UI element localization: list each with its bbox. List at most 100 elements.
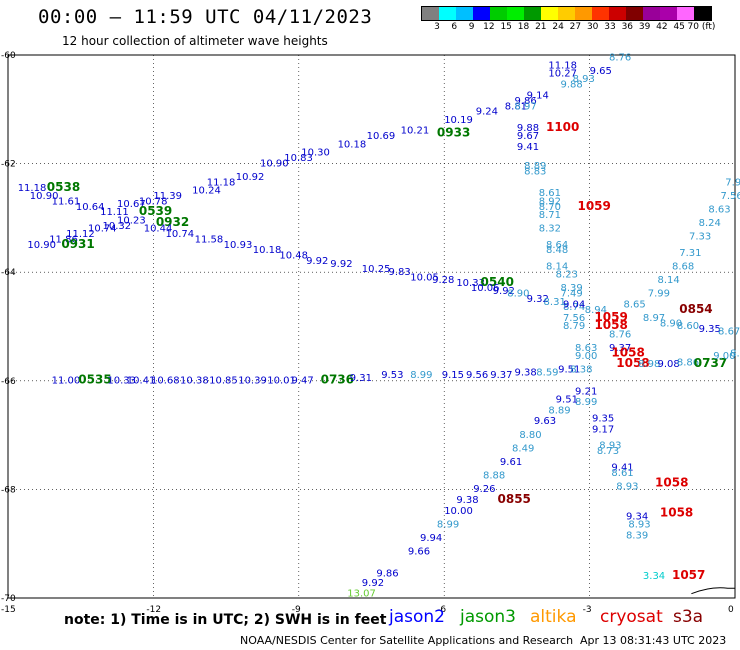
wave-height-label: 8.14 [657,275,679,286]
wave-height-label: 8.90 [660,319,682,330]
wave-height-label: 7.99 [648,289,670,300]
wave-height-label: 8.63 [575,343,597,354]
wave-height-label: 9.34 [626,511,648,522]
wave-height-label: 8.80 [519,430,541,441]
color-scale-tick: 27 [569,22,582,32]
wave-height-label: 9.21 [575,386,597,397]
wave-height-label: 8.99 [410,370,432,381]
wave-height-label: 8.93 [628,519,650,530]
wave-height-label: 9.35 [699,324,721,335]
wave-height-label: 9.17 [592,424,614,435]
map-frame [7,54,736,599]
wave-height-label: 8.81 [505,101,527,112]
color-swatch [439,7,456,20]
wave-height-label: 8.79 [563,321,585,332]
wave-height-label: 8.59 [536,367,558,378]
wave-height-label: 9.51 [558,365,580,376]
lat-tick-label: -66 [1,377,16,387]
mission-label-jason3: jason3 [460,607,516,627]
wave-height-label: 7.56 [720,191,740,202]
wave-height-label: 9.32 [527,294,549,305]
wave-height-label: 9.67 [517,131,539,142]
pass-time-label: 1058 [616,356,649,370]
lon-tick-label: -15 [1,605,16,615]
color-scale-tick: 12 [483,22,495,32]
wave-height-label: 9.86 [376,568,398,579]
wave-height-label: 7.49 [561,289,583,300]
wave-height-label: 9.65 [590,66,612,77]
wave-height-label: 8.90 [507,289,529,300]
wave-height-label: 9.92 [306,256,328,267]
wave-height-label: 10.85 [209,376,238,387]
wave-height-label: 10.64 [76,202,105,213]
wave-height-label: 8.61 [539,188,561,199]
color-scale-tick: 18 [517,22,530,32]
wave-height-label: 8.92 [539,196,561,207]
wave-height-label: 13.07 [347,588,376,599]
color-scale-tick: 45 [673,22,685,32]
wave-height-label: 10.18 [253,245,282,256]
wave-height-label: 7.56 [563,313,585,324]
wave-height-label: 11.11 [100,207,129,218]
wave-height-label: 10.01 [267,376,296,387]
wave-height-label: 10.24 [192,185,221,196]
color-scale-tick: 33 [604,22,616,32]
color-swatch [541,7,558,20]
wave-height-label: 9.53 [381,370,403,381]
wave-height-label: 10.27 [548,69,577,80]
wave-height-label: 10.18 [338,139,367,150]
mission-label-s3a: s3a [673,607,704,627]
lat-tick-label: -60 [1,51,16,61]
wave-height-label: 9.88 [517,123,539,134]
pass-time-label: 0539 [139,204,172,218]
pass-time-label: 1058 [655,476,688,490]
wave-height-label: 10.05 [410,272,439,283]
wave-height-label: 3.34 [643,571,665,582]
wave-height-label: 8.49 [512,443,534,454]
wave-height-label: 10.32 [103,221,132,232]
color-swatch [643,7,660,20]
wave-height-label: 10.30 [301,147,330,158]
color-swatch [626,7,643,20]
lat-tick-label: -68 [1,485,16,495]
wave-height-label: 9.83 [388,267,410,278]
color-swatch [507,7,524,20]
wave-height-label: 10.38 [180,376,209,387]
wave-height-label: 11.12 [66,229,95,240]
color-scale-tick: 15 [500,22,512,32]
color-swatch [609,7,626,20]
wave-height-label: 8.98 [638,359,660,370]
wave-height-label: 10.67 [117,199,146,210]
lat-tick-label: -62 [1,160,16,170]
wave-height-label: 8.39 [561,283,583,294]
color-swatch [524,7,541,20]
wave-height-label: 11.58 [195,234,224,245]
wave-height-label: 8.68 [672,261,694,272]
wave-height-label: 8.70 [539,202,561,213]
wave-height-label: 9.37 [609,343,631,354]
wave-height-label: 9.14 [527,90,549,101]
color-swatch [490,7,507,20]
wave-height-label: 9.26 [473,484,495,495]
pass-time-label: 0736 [321,373,354,387]
wave-height-label: 8.76 [609,329,631,340]
lon-tick-label: -12 [146,605,161,615]
wave-height-label: 8.97 [514,101,536,112]
pass-time-label: 0535 [78,373,111,387]
wave-height-label: 9.66 [408,547,430,558]
wave-height-label: 8.86 [677,358,699,369]
wave-height-label: 10.93 [224,240,253,251]
wave-height-label: 10.25 [362,264,391,275]
color-scale-tick: 9 [468,22,475,32]
wave-height-label: 10.00 [444,506,473,517]
pass-time-label: 1100 [546,120,579,134]
pass-time-label: 1058 [611,345,644,359]
wave-height-label: 10.69 [367,131,396,142]
wave-height-label: 8.76 [609,52,631,63]
color-scale-tick: 24 [552,22,564,32]
wave-height-label: 9.92 [362,578,384,589]
wave-height-label: 8.71 [539,210,561,221]
wave-height-label: 10.06 [471,283,500,294]
pass-time-label: 0933 [437,125,470,139]
